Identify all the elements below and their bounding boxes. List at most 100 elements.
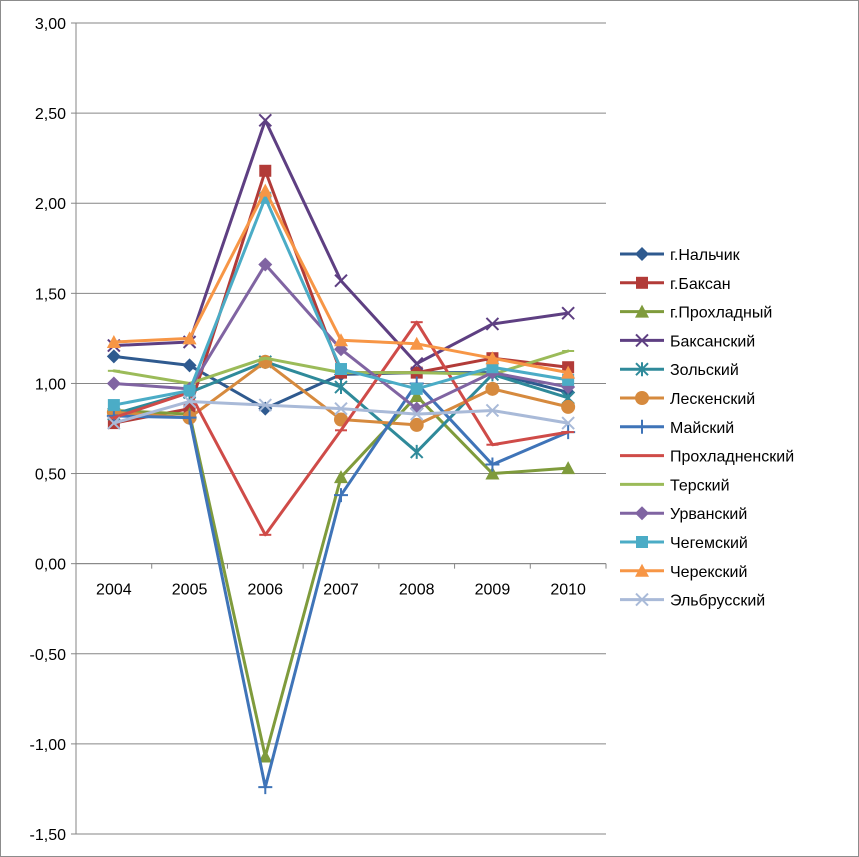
y-tick-label: 0,00	[35, 557, 66, 574]
y-tick-label: 2,00	[35, 196, 66, 213]
data-point	[635, 333, 649, 348]
data-point	[635, 362, 649, 377]
data-point	[410, 382, 423, 395]
data-point	[635, 563, 649, 577]
data-point	[258, 257, 273, 272]
x-tick-label: 2004	[96, 582, 132, 599]
series-12	[107, 394, 575, 430]
data-point	[259, 164, 272, 177]
legend-entry: г.Баксан	[620, 276, 731, 293]
x-tick-label: 2008	[399, 582, 435, 599]
data-point	[182, 358, 197, 373]
y-tick-label: 1,00	[35, 376, 66, 393]
data-point	[409, 417, 424, 432]
data-point	[636, 276, 648, 289]
legend: г.Нальчик г.Баксан г.Прохладный Баксанский З…	[620, 247, 794, 610]
y-tick-labels: 3,00 2,50 2,00 1,50 1,00 0,50 0,00 -0,50 -1,00 -1…	[30, 16, 67, 844]
data-point	[334, 401, 348, 416]
data-point	[107, 416, 121, 430]
data-point	[334, 333, 348, 347]
data-point	[106, 376, 121, 391]
legend-entry: Зольский	[620, 362, 739, 379]
data-point	[485, 403, 500, 418]
data-point	[182, 410, 197, 425]
data-point	[258, 749, 273, 763]
data-point	[106, 349, 121, 364]
data-point	[485, 317, 500, 331]
data-point	[561, 399, 576, 414]
data-point	[485, 457, 500, 472]
legend-label: г.Баксан	[670, 276, 731, 293]
data-point	[561, 461, 576, 475]
data-point	[106, 334, 121, 348]
data-point	[334, 380, 348, 395]
legend-label: Зольский	[670, 362, 739, 379]
y-tick-label: -1,50	[30, 827, 67, 844]
data-point	[410, 444, 424, 459]
series-line	[112, 118, 570, 366]
legend-label: Эльбрусский	[670, 593, 765, 610]
legend-entry: Баксанский	[620, 333, 755, 350]
data-point	[561, 306, 575, 320]
y-tick-label: -1,00	[30, 737, 67, 754]
legend-label: г.Нальчик	[670, 247, 741, 264]
legend-label: Черекский	[670, 564, 747, 581]
x-tick-label: 2007	[323, 582, 359, 599]
data-point	[409, 389, 424, 403]
series-3	[107, 113, 575, 371]
data-point	[561, 365, 576, 379]
legend-label: Майский	[670, 420, 734, 437]
data-point	[258, 398, 272, 412]
data-point	[334, 488, 348, 503]
data-point	[485, 466, 500, 480]
data-point	[410, 356, 424, 371]
axes	[71, 22, 607, 835]
data-point	[409, 401, 424, 416]
data-point	[258, 183, 273, 197]
legend-label: Прохладненский	[670, 449, 794, 466]
legend-label: Урванский	[670, 506, 747, 523]
legend-label: Баксанский	[670, 333, 755, 350]
data-point	[635, 304, 649, 318]
x-tick-label: 2005	[172, 582, 208, 599]
data-point	[410, 407, 424, 421]
data-point	[183, 384, 196, 397]
x-tick-label: 2006	[247, 582, 283, 599]
series-line	[112, 394, 570, 759]
legend-entry: Лескенский	[620, 391, 755, 408]
data-point	[635, 592, 649, 607]
y-tick-label: -0,50	[30, 647, 67, 664]
legend-label: Терский	[670, 477, 730, 494]
y-tick-label: 2,50	[35, 106, 66, 123]
data-point	[635, 247, 649, 261]
legend-entry: Эльбрусский	[620, 593, 765, 610]
y-tick-label: 1,50	[35, 286, 66, 303]
legend-label: Чегемский	[670, 535, 748, 552]
legend-entry: Терский	[620, 477, 730, 494]
y-tick-label: 3,00	[35, 16, 66, 33]
data-point	[485, 351, 500, 365]
data-point	[334, 274, 348, 288]
legend-entry: Черекский	[620, 563, 747, 581]
x-tick-label: 2010	[550, 582, 586, 599]
legend-entry: г.Нальчик	[620, 247, 741, 264]
data-point	[409, 336, 424, 350]
legend-entry: Урванский	[620, 506, 747, 523]
legend-label: Лескенский	[670, 391, 755, 408]
x-tick-label: 2009	[475, 582, 511, 599]
data-point	[636, 536, 648, 548]
data-point	[486, 361, 499, 374]
data-point	[635, 419, 649, 434]
data-point	[182, 394, 197, 409]
legend-label: г.Прохладный	[670, 305, 772, 322]
data-point	[258, 113, 272, 128]
data-point	[635, 391, 649, 405]
series-2	[106, 389, 576, 763]
data-point	[335, 363, 347, 376]
data-point	[334, 470, 348, 484]
x-tick-labels: 2004 2005 2006 2007 2008 2009 2010	[96, 582, 586, 599]
data-point	[258, 780, 273, 795]
y-tick-label: 0,50	[35, 467, 66, 484]
